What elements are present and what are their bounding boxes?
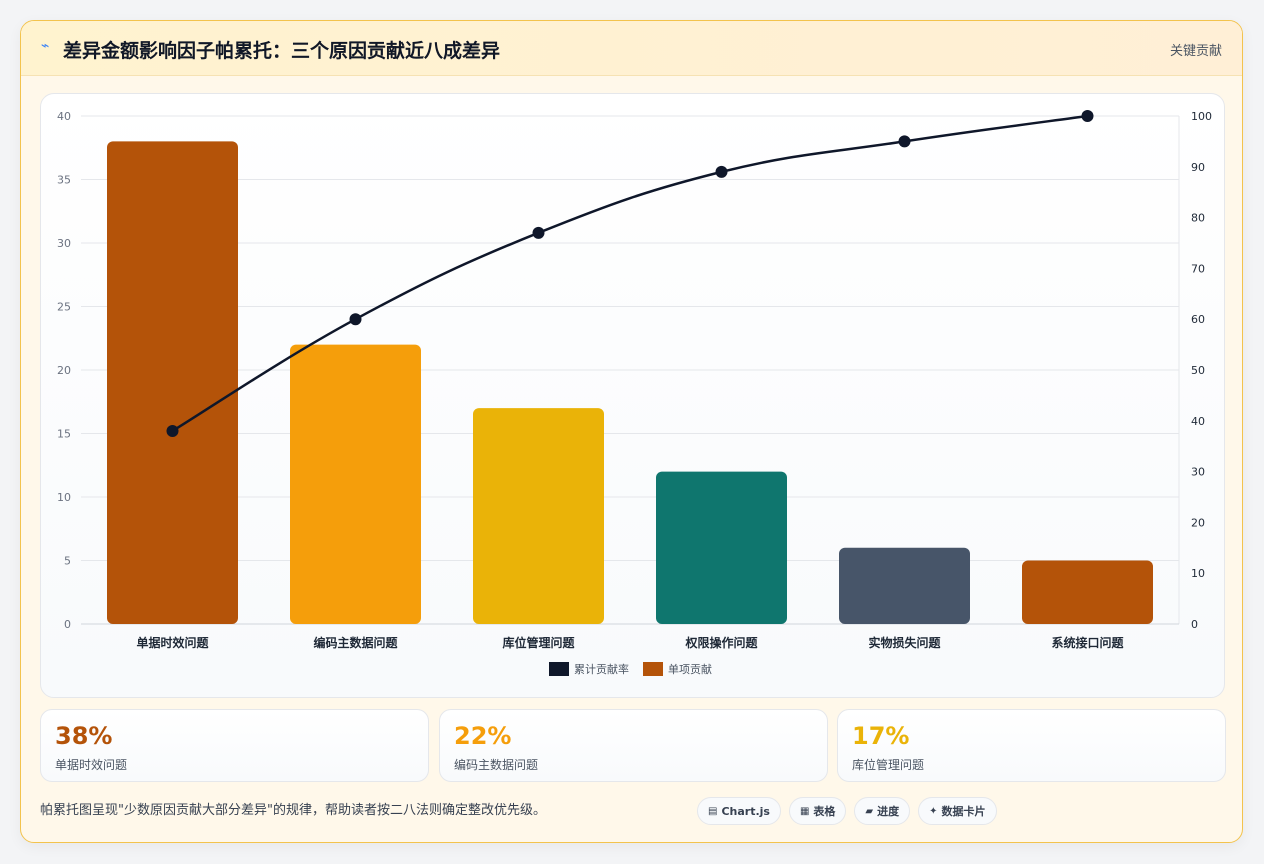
y-left-tick-label: 20 <box>57 364 71 377</box>
stat-value: 22% <box>454 722 512 750</box>
cumulative-line <box>171 114 1088 433</box>
pill-label: 进度 <box>877 805 900 818</box>
pill-data-card[interactable]: ✦ 数据卡片 <box>918 797 997 825</box>
page-title: 差异金额影响因子帕累托：三个原因贡献近八成差异 <box>63 40 501 62</box>
y-right-tick-label: 70 <box>1191 262 1205 275</box>
report-card: ⌁ 差异金额影响因子帕累托：三个原因贡献近八成差异 关键贡献 0 5 10 15 20 2… <box>20 20 1243 843</box>
y-right-tick-label: 30 <box>1191 466 1205 479</box>
header-tag: 关键贡献 <box>1169 44 1222 59</box>
stat-value: 38% <box>55 722 113 750</box>
y-left-tick-label: 35 <box>57 174 71 187</box>
y-right-tick-label: 10 <box>1191 567 1205 580</box>
y-right-tick-label: 90 <box>1191 161 1205 174</box>
y-right-tick-label: 50 <box>1191 364 1205 377</box>
x-tick-label: 系统接口问题 <box>1051 635 1124 650</box>
x-tick-label: 权限操作问题 <box>684 635 758 650</box>
legend-label-2: 单项贡献 <box>668 662 712 676</box>
pareto-chart: 0 5 10 15 20 25 30 35 40 0 10 20 30 40 50 60 70 80 90 100 单据… <box>57 110 1212 676</box>
y-right-tick-label: 0 <box>1191 618 1198 631</box>
bar-6 <box>1022 560 1153 624</box>
bar-5 <box>839 547 970 624</box>
y-right-tick-label: 100 <box>1191 110 1212 123</box>
bar-4 <box>656 471 787 624</box>
cumulative-point-2 <box>349 313 362 326</box>
y-left-tick-label: 0 <box>64 618 71 631</box>
stat-value: 17% <box>852 722 910 750</box>
cumulative-point-3 <box>532 226 545 239</box>
y-left-tick-label: 5 <box>64 555 71 568</box>
y-left-tick-label: 25 <box>57 301 71 314</box>
pill-label: 表格 <box>813 805 836 818</box>
y-right-tick-label: 20 <box>1191 516 1205 529</box>
stat-label: 单据时效问题 <box>55 758 128 772</box>
pill-table[interactable]: ▦ 表格 <box>788 797 847 825</box>
x-tick-label: 库位管理问题 <box>502 635 575 650</box>
lightning-icon: ⌁ <box>41 38 50 54</box>
cumulative-point-6 <box>1081 110 1094 122</box>
feature-pills: ▤ Chart.js ▦ 表格 ▰ 进度 ✦ 数据卡片 <box>697 797 997 825</box>
legend-swatch-2 <box>643 662 663 676</box>
chart-footnote: 帕累托图呈现"少数原因贡献大部分差异"的规律，帮助读者按二八法则确定整改优先级。 <box>40 803 546 818</box>
pill-label: 数据卡片 <box>941 805 986 818</box>
x-tick-label: 单据时效问题 <box>136 635 209 650</box>
bar-1 <box>107 141 238 624</box>
stat-card-3: 17% 库位管理问题 <box>837 709 1226 782</box>
pill-progress[interactable]: ▰ 进度 <box>854 797 911 825</box>
cumulative-point-5 <box>898 135 911 148</box>
y-left-tick-label: 40 <box>57 110 71 123</box>
chart-icon: ▤ <box>708 805 718 817</box>
card-header: ⌁ 差异金额影响因子帕累托：三个原因贡献近八成差异 关键贡献 <box>21 21 1242 76</box>
y-right-tick-label: 80 <box>1191 212 1205 225</box>
y-left-tick-label: 10 <box>57 491 71 504</box>
bar-2 <box>290 344 421 624</box>
cumulative-point-1 <box>166 424 179 437</box>
y-left-tick-label: 15 <box>57 428 71 441</box>
pill-label: Chart.js <box>721 804 770 818</box>
stat-label: 库位管理问题 <box>852 758 925 772</box>
stat-card-2: 22% 编码主数据问题 <box>439 709 828 782</box>
legend-swatch-1 <box>549 662 569 676</box>
bar-3 <box>473 408 604 624</box>
table-icon: ▦ <box>799 805 810 817</box>
cumulative-point-4 <box>715 165 728 178</box>
pareto-chart-panel: 0 5 10 15 20 25 30 35 40 0 10 20 30 40 50 60 70 80 90 100 单据… <box>40 93 1225 698</box>
x-tick-label: 编码主数据问题 <box>312 635 398 650</box>
pill-chartjs[interactable]: ▤ Chart.js <box>697 797 781 825</box>
x-tick-label: 实物损失问题 <box>868 635 941 650</box>
stat-card-1: 38% 单据时效问题 <box>40 709 429 782</box>
stat-label: 编码主数据问题 <box>454 758 539 772</box>
y-left-tick-label: 30 <box>57 237 71 250</box>
progress-icon: ▰ <box>865 805 874 817</box>
y-right-tick-label: 60 <box>1191 313 1205 326</box>
sparkle-icon: ✦ <box>929 805 938 817</box>
y-right-tick-label: 40 <box>1191 415 1205 428</box>
legend-label-1: 累计贡献率 <box>574 662 629 676</box>
